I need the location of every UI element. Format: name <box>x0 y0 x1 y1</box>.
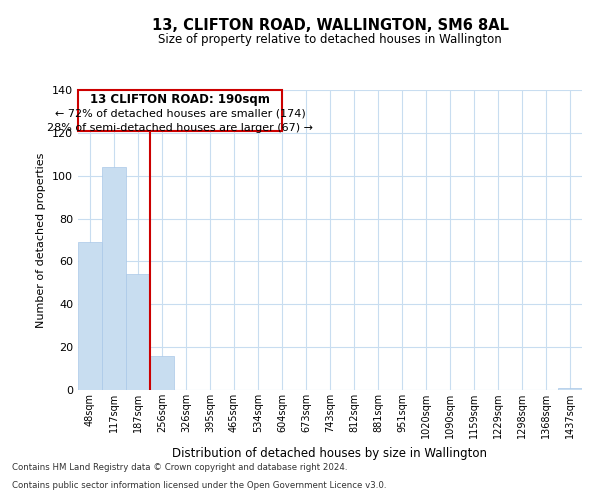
Bar <box>78 242 102 390</box>
Bar <box>558 388 582 390</box>
Bar <box>102 167 126 390</box>
Bar <box>126 274 150 390</box>
Text: 13 CLIFTON ROAD: 190sqm: 13 CLIFTON ROAD: 190sqm <box>90 93 270 106</box>
Text: ← 72% of detached houses are smaller (174): ← 72% of detached houses are smaller (17… <box>55 108 305 118</box>
X-axis label: Distribution of detached houses by size in Wallington: Distribution of detached houses by size … <box>173 446 487 460</box>
Bar <box>150 356 174 390</box>
FancyBboxPatch shape <box>78 90 282 130</box>
Text: Contains HM Land Registry data © Crown copyright and database right 2024.: Contains HM Land Registry data © Crown c… <box>12 464 347 472</box>
Text: 28% of semi-detached houses are larger (67) →: 28% of semi-detached houses are larger (… <box>47 123 313 133</box>
Y-axis label: Number of detached properties: Number of detached properties <box>37 152 46 328</box>
Text: Size of property relative to detached houses in Wallington: Size of property relative to detached ho… <box>158 32 502 46</box>
Text: Contains public sector information licensed under the Open Government Licence v3: Contains public sector information licen… <box>12 481 386 490</box>
Text: 13, CLIFTON ROAD, WALLINGTON, SM6 8AL: 13, CLIFTON ROAD, WALLINGTON, SM6 8AL <box>151 18 509 32</box>
